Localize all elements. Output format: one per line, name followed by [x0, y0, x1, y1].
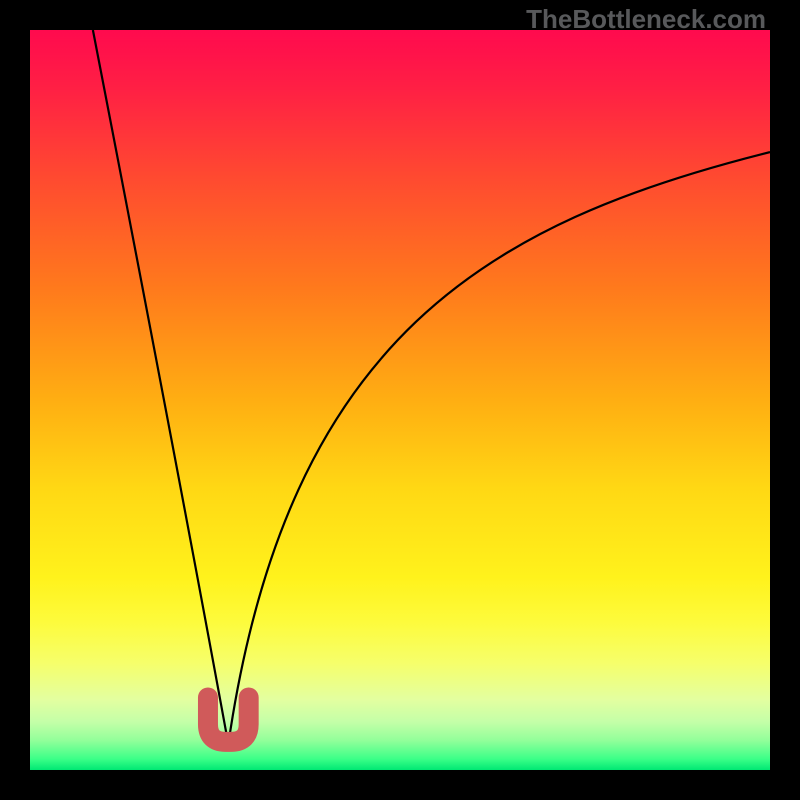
watermark-text: TheBottleneck.com: [526, 4, 766, 35]
figure-root: TheBottleneck.com: [0, 0, 800, 800]
plot-svg: [30, 30, 770, 770]
gradient-background: [30, 30, 770, 770]
plot-area: [30, 30, 770, 770]
